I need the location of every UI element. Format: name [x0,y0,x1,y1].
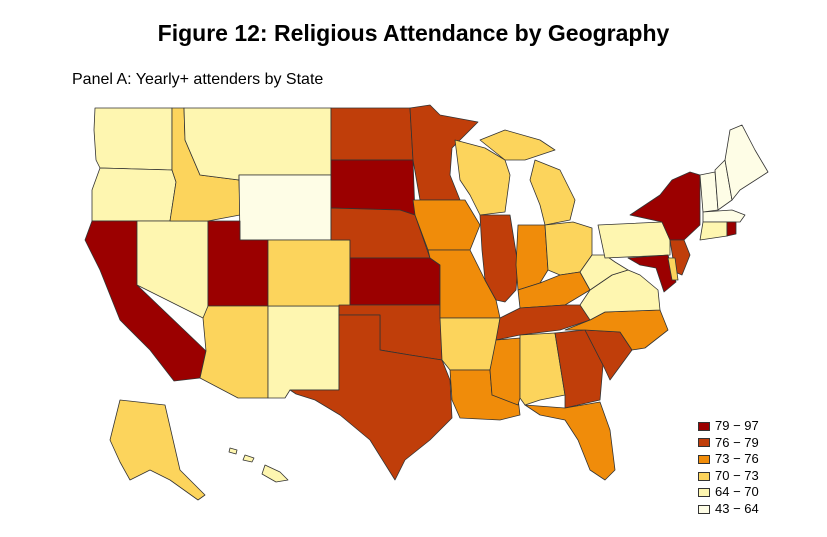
state-SD [330,159,416,216]
state-PA [597,221,671,259]
state-ND [330,107,414,161]
legend-swatch [698,488,710,498]
panel-label: Panel A: Yearly+ attenders by State [72,71,324,88]
legend-label: 64 − 70 [715,484,759,500]
legend-swatch [698,454,710,464]
state-AK [109,399,206,501]
legend-swatch [698,438,710,448]
state-HI [261,464,289,483]
state-ME [724,124,769,201]
state-KS [349,257,441,306]
legend-row: 64 − 70 [698,484,759,501]
state-AZ [199,305,269,399]
legend-label: 70 − 73 [715,467,759,483]
state-MA [702,209,746,223]
legend-row: 79 − 97 [698,418,759,435]
state-MD [627,254,677,293]
state-MN [409,104,479,201]
state-TX [289,314,453,481]
state-CT [699,221,728,241]
state-IN [515,224,549,291]
figure-title: Figure 12: Religious Attendance by Geogr… [157,20,670,46]
legend-label: 76 − 79 [715,434,759,450]
legend: 79 − 97 76 − 79 73 − 76 70 − 73 64 − 70 … [698,418,759,518]
state-AR [439,317,501,371]
legend-row: 73 − 76 [698,451,759,468]
state-WV [579,254,629,291]
legend-row: 70 − 73 [698,468,759,485]
state-MI-UP [479,129,556,161]
state-NM [267,305,340,399]
state-RI [726,221,737,237]
state-OR [91,167,177,222]
state-IL [479,214,519,303]
state-WA [93,107,173,171]
state-HI-3 [228,447,238,455]
legend-label: 73 − 76 [715,451,759,467]
legend-label: 43 − 64 [715,500,759,516]
legend-swatch [698,504,710,514]
state-FL [524,401,616,481]
state-HI-2 [242,454,255,463]
legend-swatch [698,471,710,481]
state-WY [238,174,332,241]
state-MT [183,107,332,181]
state-DE [667,257,679,281]
state-WI [454,139,511,216]
legend-label: 79 − 97 [715,418,759,433]
legend-row: 76 − 79 [698,435,759,452]
legend-row: 43 − 64 [698,501,759,518]
legend-swatch [698,421,710,431]
state-MI [529,159,576,226]
state-MS [489,337,521,406]
state-CO [267,239,351,307]
